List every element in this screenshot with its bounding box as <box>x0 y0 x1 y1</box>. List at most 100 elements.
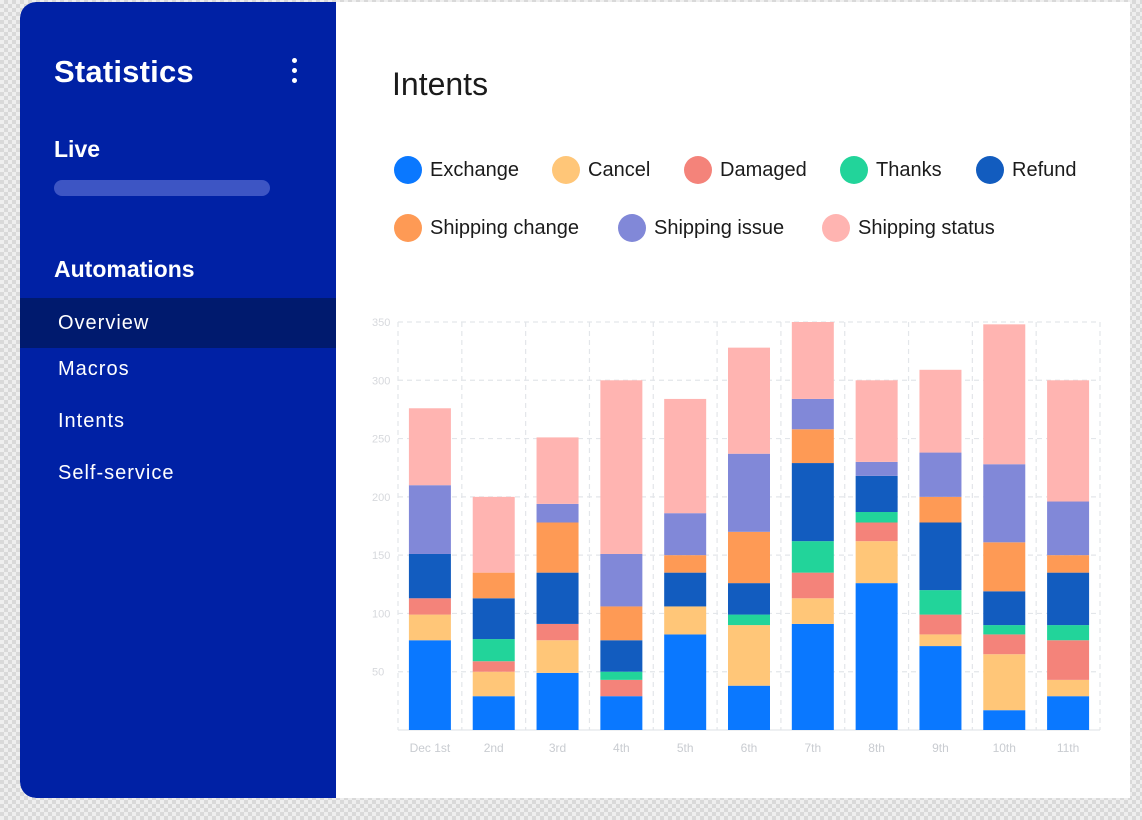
legend-item-exchange[interactable]: Exchange <box>394 156 519 184</box>
y-tick-label: 50 <box>372 667 384 679</box>
legend-dot-icon <box>394 156 422 184</box>
y-tick-label: 150 <box>372 550 390 562</box>
live-progress-bar <box>54 180 270 196</box>
legend-item-refund[interactable]: Refund <box>976 156 1077 184</box>
kebab-menu-icon[interactable] <box>284 58 304 88</box>
bar-segment-damaged <box>1047 640 1090 680</box>
bar-segment-exchange <box>664 634 707 730</box>
bar-segment-shipping-status <box>791 322 834 399</box>
bar-segment-cancel <box>664 606 707 635</box>
bar-segment-thanks <box>472 639 515 662</box>
app-title: Statistics <box>54 54 194 89</box>
bar-segment-shipping-change <box>664 555 707 573</box>
bar-segment-shipping-issue <box>408 485 451 554</box>
bar-segment-shipping-change <box>919 496 962 523</box>
legend-item-thanks[interactable]: Thanks <box>840 156 942 184</box>
bar-segment-refund <box>1047 572 1090 626</box>
bar-segment-shipping-issue <box>600 553 643 607</box>
sidebar-item-overview[interactable]: Overview <box>20 298 336 348</box>
bar-segment-cancel <box>855 541 898 584</box>
bar-segment-cancel <box>472 671 515 697</box>
legend-label: Shipping change <box>430 216 580 239</box>
x-tick-label: 7th <box>804 741 821 755</box>
y-tick-label: 250 <box>372 434 390 446</box>
bar-segment-shipping-status <box>728 347 770 454</box>
bar-segment-thanks <box>1047 625 1090 641</box>
legend-dot-icon <box>840 156 868 184</box>
bar-segment-cancel <box>1047 679 1090 697</box>
legend-item-shipping-issue[interactable]: Shipping issue <box>618 214 784 242</box>
legend-label: Shipping status <box>858 216 995 239</box>
x-tick-label: 5th <box>677 741 694 755</box>
legend-dot-icon <box>394 214 422 242</box>
live-heading: Live <box>54 136 101 162</box>
bar-segment-refund <box>536 572 579 624</box>
x-tick-label: 3rd <box>549 741 566 755</box>
bar-segment-shipping-change <box>728 531 770 584</box>
bar-segment-exchange <box>919 646 962 730</box>
bar-segment-shipping-status <box>408 408 451 486</box>
bar-segment-shipping-change <box>536 522 579 573</box>
page-title: Intents <box>392 66 489 102</box>
legend-label: Exchange <box>430 158 519 181</box>
bar-segment-refund <box>664 572 707 607</box>
sidebar-item-self-service[interactable]: Self-service <box>58 462 175 484</box>
legend-item-cancel[interactable]: Cancel <box>552 156 650 184</box>
legend-item-shipping-change[interactable]: Shipping change <box>394 214 579 242</box>
legend-dot-icon <box>552 156 580 184</box>
legend-label: Shipping issue <box>654 216 785 239</box>
bar-segment-damaged <box>791 572 834 599</box>
bar-segment-shipping-issue <box>983 464 1026 543</box>
bar-segment-damaged <box>536 623 579 641</box>
bar-segment-refund <box>919 522 962 591</box>
bar-segment-exchange <box>472 696 515 730</box>
bar-segment-shipping-issue <box>791 398 834 430</box>
bar-segment-refund <box>408 553 451 599</box>
bar-segment-damaged <box>600 679 643 697</box>
bar-segment-shipping-change <box>791 429 834 464</box>
bar-segment-exchange <box>408 640 451 730</box>
bar-segment-shipping-status <box>664 398 707 514</box>
x-tick-label: Dec 1st <box>410 741 451 755</box>
bar-segment-damaged <box>855 522 898 542</box>
legend-label: Damaged <box>720 158 807 181</box>
sidebar-item-macros[interactable]: Macros <box>58 358 130 380</box>
bar-segment-exchange <box>600 696 643 730</box>
legend-item-shipping-status[interactable]: Shipping status <box>822 214 995 242</box>
bar-segment-shipping-issue <box>1047 501 1090 556</box>
y-tick-label: 300 <box>372 375 390 387</box>
bar-segment-cancel <box>408 614 451 641</box>
bar-segment-thanks <box>855 512 898 523</box>
bar-segment-thanks <box>983 625 1026 635</box>
bar-segment-thanks <box>600 671 643 680</box>
legend-item-damaged[interactable]: Damaged <box>684 156 807 184</box>
bar-segment-shipping-status <box>919 369 962 453</box>
x-tick-label: 8th <box>868 741 885 755</box>
bar-segment-cancel <box>983 654 1026 711</box>
bar-segment-shipping-issue <box>919 452 962 497</box>
bar-segment-cancel <box>536 640 579 673</box>
x-tick-label: 6th <box>741 741 758 755</box>
bar-segment-shipping-issue <box>855 461 898 476</box>
bar-segment-exchange <box>1047 696 1090 730</box>
bar-segment-shipping-change <box>472 572 515 599</box>
x-tick-label: 4th <box>613 741 630 755</box>
x-tick-label: 2nd <box>484 741 504 755</box>
bar-segment-exchange <box>536 672 579 730</box>
bar-segment-shipping-change <box>983 542 1026 592</box>
bar-segment-exchange <box>983 710 1026 730</box>
bar-segment-shipping-change <box>1047 555 1090 573</box>
bar-segment-refund <box>600 640 643 672</box>
bar-segment-refund <box>983 591 1026 626</box>
bar-segment-damaged <box>983 634 1026 655</box>
bar-segment-shipping-issue <box>728 453 770 532</box>
y-tick-label: 100 <box>372 608 390 620</box>
bar-segment-cancel <box>728 625 770 686</box>
bar-segment-cancel <box>919 634 962 647</box>
bar-segment-exchange <box>728 685 770 730</box>
x-tick-label: 9th <box>932 741 949 755</box>
sidebar-item-intents[interactable]: Intents <box>58 410 126 432</box>
bar-segment-shipping-status <box>472 496 515 573</box>
bar-segment-refund <box>791 463 834 542</box>
legend-dot-icon <box>822 214 850 242</box>
